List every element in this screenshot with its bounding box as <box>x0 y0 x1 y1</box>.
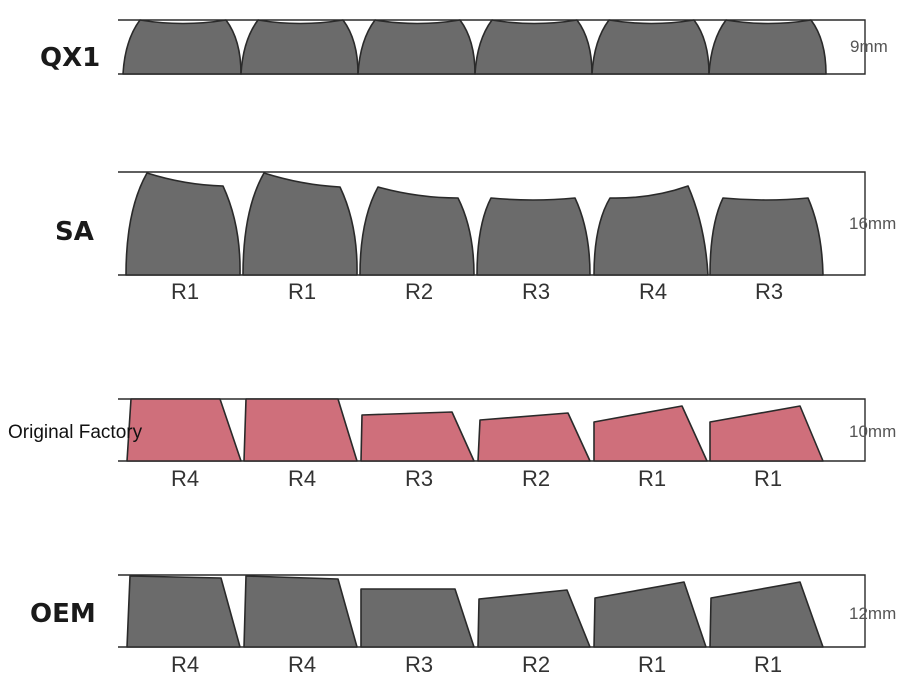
keycap-qx1-5 <box>591 19 710 75</box>
profile-original-factory: Original Factory 10mm R4 R4 R3 R2 R1 R1 <box>8 398 896 491</box>
row-label-of-1: R4 <box>171 466 199 491</box>
keycap-qx1-1 <box>122 19 242 75</box>
row-label-oem-3: R3 <box>405 652 433 677</box>
keycap-of-3 <box>360 411 475 462</box>
row-label-of-3: R3 <box>405 466 433 491</box>
height-label-oem: 12mm <box>849 604 896 623</box>
row-label-sa-6: R3 <box>755 279 783 304</box>
row-label-sa-4: R3 <box>522 279 550 304</box>
profile-oem: OEM 12mm R4 R4 R3 R2 R1 R1 <box>30 574 896 677</box>
keycap-sa-5 <box>593 185 709 276</box>
profile-name-sa: SA <box>55 217 94 247</box>
height-label-qx1: 9mm <box>850 37 888 56</box>
keycap-qx1-3 <box>357 19 476 75</box>
row-label-oem-6: R1 <box>754 652 782 677</box>
keycap-qx1-2 <box>240 19 359 75</box>
row-label-sa-2: R1 <box>288 279 316 304</box>
keycap-oem-3 <box>360 588 475 648</box>
keycap-of-2 <box>243 398 358 462</box>
height-label-original-factory: 10mm <box>849 422 896 441</box>
height-label-sa: 16mm <box>849 214 896 233</box>
row-label-of-2: R4 <box>288 466 316 491</box>
row-labels-original-factory: R4 R4 R3 R2 R1 R1 <box>171 466 782 491</box>
row-label-oem-2: R4 <box>288 652 316 677</box>
row-label-oem-4: R2 <box>522 652 550 677</box>
keycap-of-1 <box>126 398 242 462</box>
row-label-oem-1: R4 <box>171 652 199 677</box>
keycap-oem-6 <box>709 581 824 648</box>
keycap-of-6 <box>709 405 824 462</box>
row-label-sa-3: R2 <box>405 279 433 304</box>
keycaps-original-factory <box>126 398 824 462</box>
keycap-oem-2 <box>243 575 358 648</box>
keycap-sa-1 <box>125 172 241 276</box>
keycap-sa-3 <box>359 186 475 276</box>
profile-name-oem: OEM <box>30 599 96 629</box>
keycap-oem-5 <box>593 581 707 648</box>
row-label-of-4: R2 <box>522 466 550 491</box>
row-labels-sa: R1 R1 R2 R3 R4 R3 <box>171 279 783 304</box>
row-label-of-5: R1 <box>638 466 666 491</box>
keycap-sa-4 <box>476 197 591 276</box>
keycaps-sa <box>125 172 824 276</box>
keycap-sa-2 <box>242 172 358 276</box>
keycap-oem-4 <box>477 589 591 648</box>
row-labels-oem: R4 R4 R3 R2 R1 R1 <box>171 652 782 677</box>
keycap-of-4 <box>477 412 591 462</box>
row-label-sa-1: R1 <box>171 279 199 304</box>
profile-name-qx1: QX1 <box>40 43 100 73</box>
keycap-of-5 <box>593 405 708 462</box>
row-label-of-6: R1 <box>754 466 782 491</box>
profile-sa: SA 16mm R1 R1 R2 R3 R4 R3 <box>55 171 896 304</box>
keycap-qx1-6 <box>708 19 827 75</box>
keycap-sa-6 <box>709 197 824 276</box>
row-label-oem-5: R1 <box>638 652 666 677</box>
row-label-sa-5: R4 <box>639 279 667 304</box>
keycap-qx1-4 <box>474 19 593 75</box>
profile-qx1: QX1 9mm <box>40 19 888 75</box>
profile-name-original-factory: Original Factory <box>8 422 143 443</box>
keycaps-oem <box>126 575 824 648</box>
keycaps-qx1 <box>122 19 827 75</box>
keycap-oem-1 <box>126 575 241 648</box>
